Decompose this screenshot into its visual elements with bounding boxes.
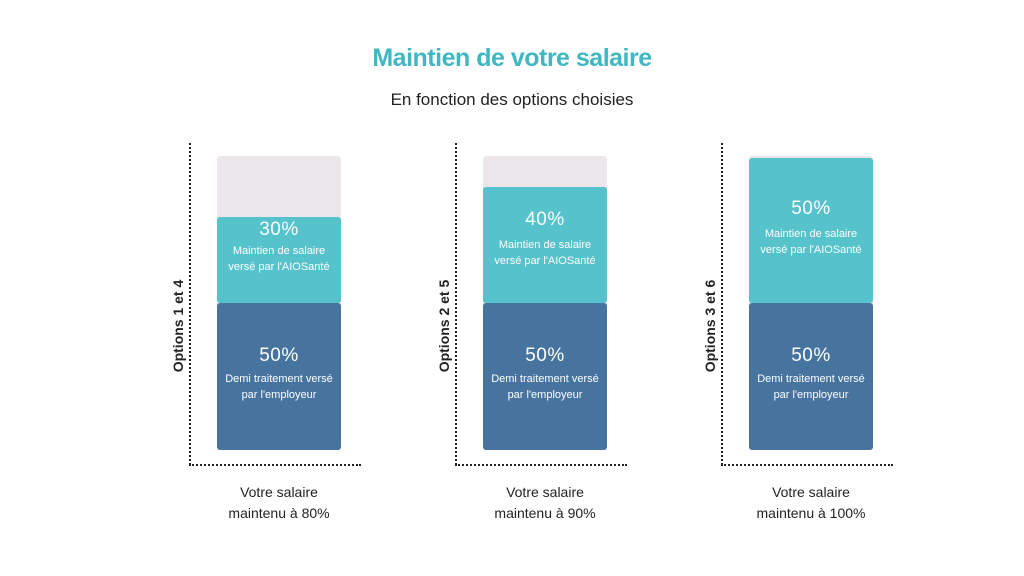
caption-line: Votre salaire bbox=[240, 484, 318, 500]
chart-panel: Options 1 et 4 50% Demi traitement versé pa… bbox=[170, 0, 448, 576]
bar-segment-aiosante: 50% Maintien de salaire versé par l'AIOSan… bbox=[749, 158, 873, 303]
bar-caption: Votre salaire maintenu à 90% bbox=[465, 482, 625, 524]
data-label-description: Demi traitement versé par l'employeur bbox=[749, 371, 873, 403]
description-line: Demi traitement versé bbox=[491, 373, 599, 385]
bar-caption: Votre salaire maintenu à 100% bbox=[731, 482, 891, 524]
y-axis-line bbox=[721, 143, 723, 465]
caption-line: maintenu à 80% bbox=[228, 505, 330, 521]
bar-segment-employer: 50% Demi traitement versé par l'employeur bbox=[217, 303, 341, 450]
caption-line: maintenu à 100% bbox=[756, 505, 866, 521]
x-axis-line bbox=[455, 464, 627, 466]
data-label-value: 40% bbox=[525, 209, 565, 231]
y-axis-label: Options 1 et 4 bbox=[170, 279, 186, 373]
description-line: Demi traitement versé bbox=[225, 373, 333, 385]
description-line: par l'employeur bbox=[773, 389, 849, 401]
data-label-value: 30% bbox=[259, 218, 299, 240]
description-line: Demi traitement versé bbox=[757, 373, 865, 385]
caption-line: maintenu à 90% bbox=[494, 505, 596, 521]
chart-title: Maintien de votre salaire bbox=[372, 44, 652, 72]
description-line: Maintien de salaire bbox=[232, 244, 326, 257]
bar-segment-aiosante: 30% Maintien de salaire versé par l'AIOSan… bbox=[217, 216, 341, 303]
description-line: versé par l'AIOSanté bbox=[228, 260, 330, 273]
description-line: Maintien de salaire bbox=[498, 239, 592, 252]
bar-segment-aiosante: 40% Maintien de salaire versé par l'AIOSan… bbox=[483, 187, 607, 303]
data-label-value: 50% bbox=[525, 345, 565, 366]
y-axis-label: Options 2 et 5 bbox=[436, 279, 452, 373]
bar-caption: Votre salaire maintenu à 80% bbox=[199, 482, 359, 524]
data-label-value: 50% bbox=[791, 345, 831, 366]
chart-subtitle: En fonction des options choisies bbox=[390, 90, 634, 109]
data-label-description: Demi traitement versé par l'employeur bbox=[217, 371, 341, 403]
description-line: Maintien de salaire bbox=[764, 228, 858, 240]
description-line: par l'employeur bbox=[507, 389, 583, 401]
caption-line: Votre salaire bbox=[506, 484, 584, 500]
description-line: versé par l'AIOSanté bbox=[760, 244, 862, 256]
chart-panel: Options 2 et 5 50% Demi traitement versé pa… bbox=[436, 0, 714, 576]
x-axis-line bbox=[189, 464, 361, 466]
data-label-value: 50% bbox=[259, 345, 299, 366]
y-axis-line bbox=[189, 143, 191, 465]
data-label-description: Maintien de salaire versé par l'AIOSanté bbox=[483, 237, 607, 269]
bar-segment-employer: 50% Demi traitement versé par l'employeur bbox=[749, 303, 873, 450]
caption-line: Votre salaire bbox=[772, 484, 850, 500]
description-line: par l'employeur bbox=[241, 389, 317, 401]
data-label-description: Maintien de salaire versé par l'AIOSanté bbox=[749, 226, 873, 258]
data-label-description: Maintien de salaire versé par l'AIOSanté bbox=[217, 243, 341, 275]
data-label-description: Demi traitement versé par l'employeur bbox=[483, 371, 607, 403]
x-axis-line bbox=[721, 464, 893, 466]
y-axis-label: Options 3 et 6 bbox=[702, 279, 718, 373]
y-axis-line bbox=[455, 143, 457, 465]
data-label-value: 50% bbox=[791, 198, 831, 219]
description-line: versé par l'AIOSanté bbox=[494, 255, 596, 268]
bar-segment-employer: 50% Demi traitement versé par l'employeur bbox=[483, 303, 607, 450]
chart-panel: Options 3 et 6 50% Demi traitement versé pa… bbox=[702, 0, 980, 576]
